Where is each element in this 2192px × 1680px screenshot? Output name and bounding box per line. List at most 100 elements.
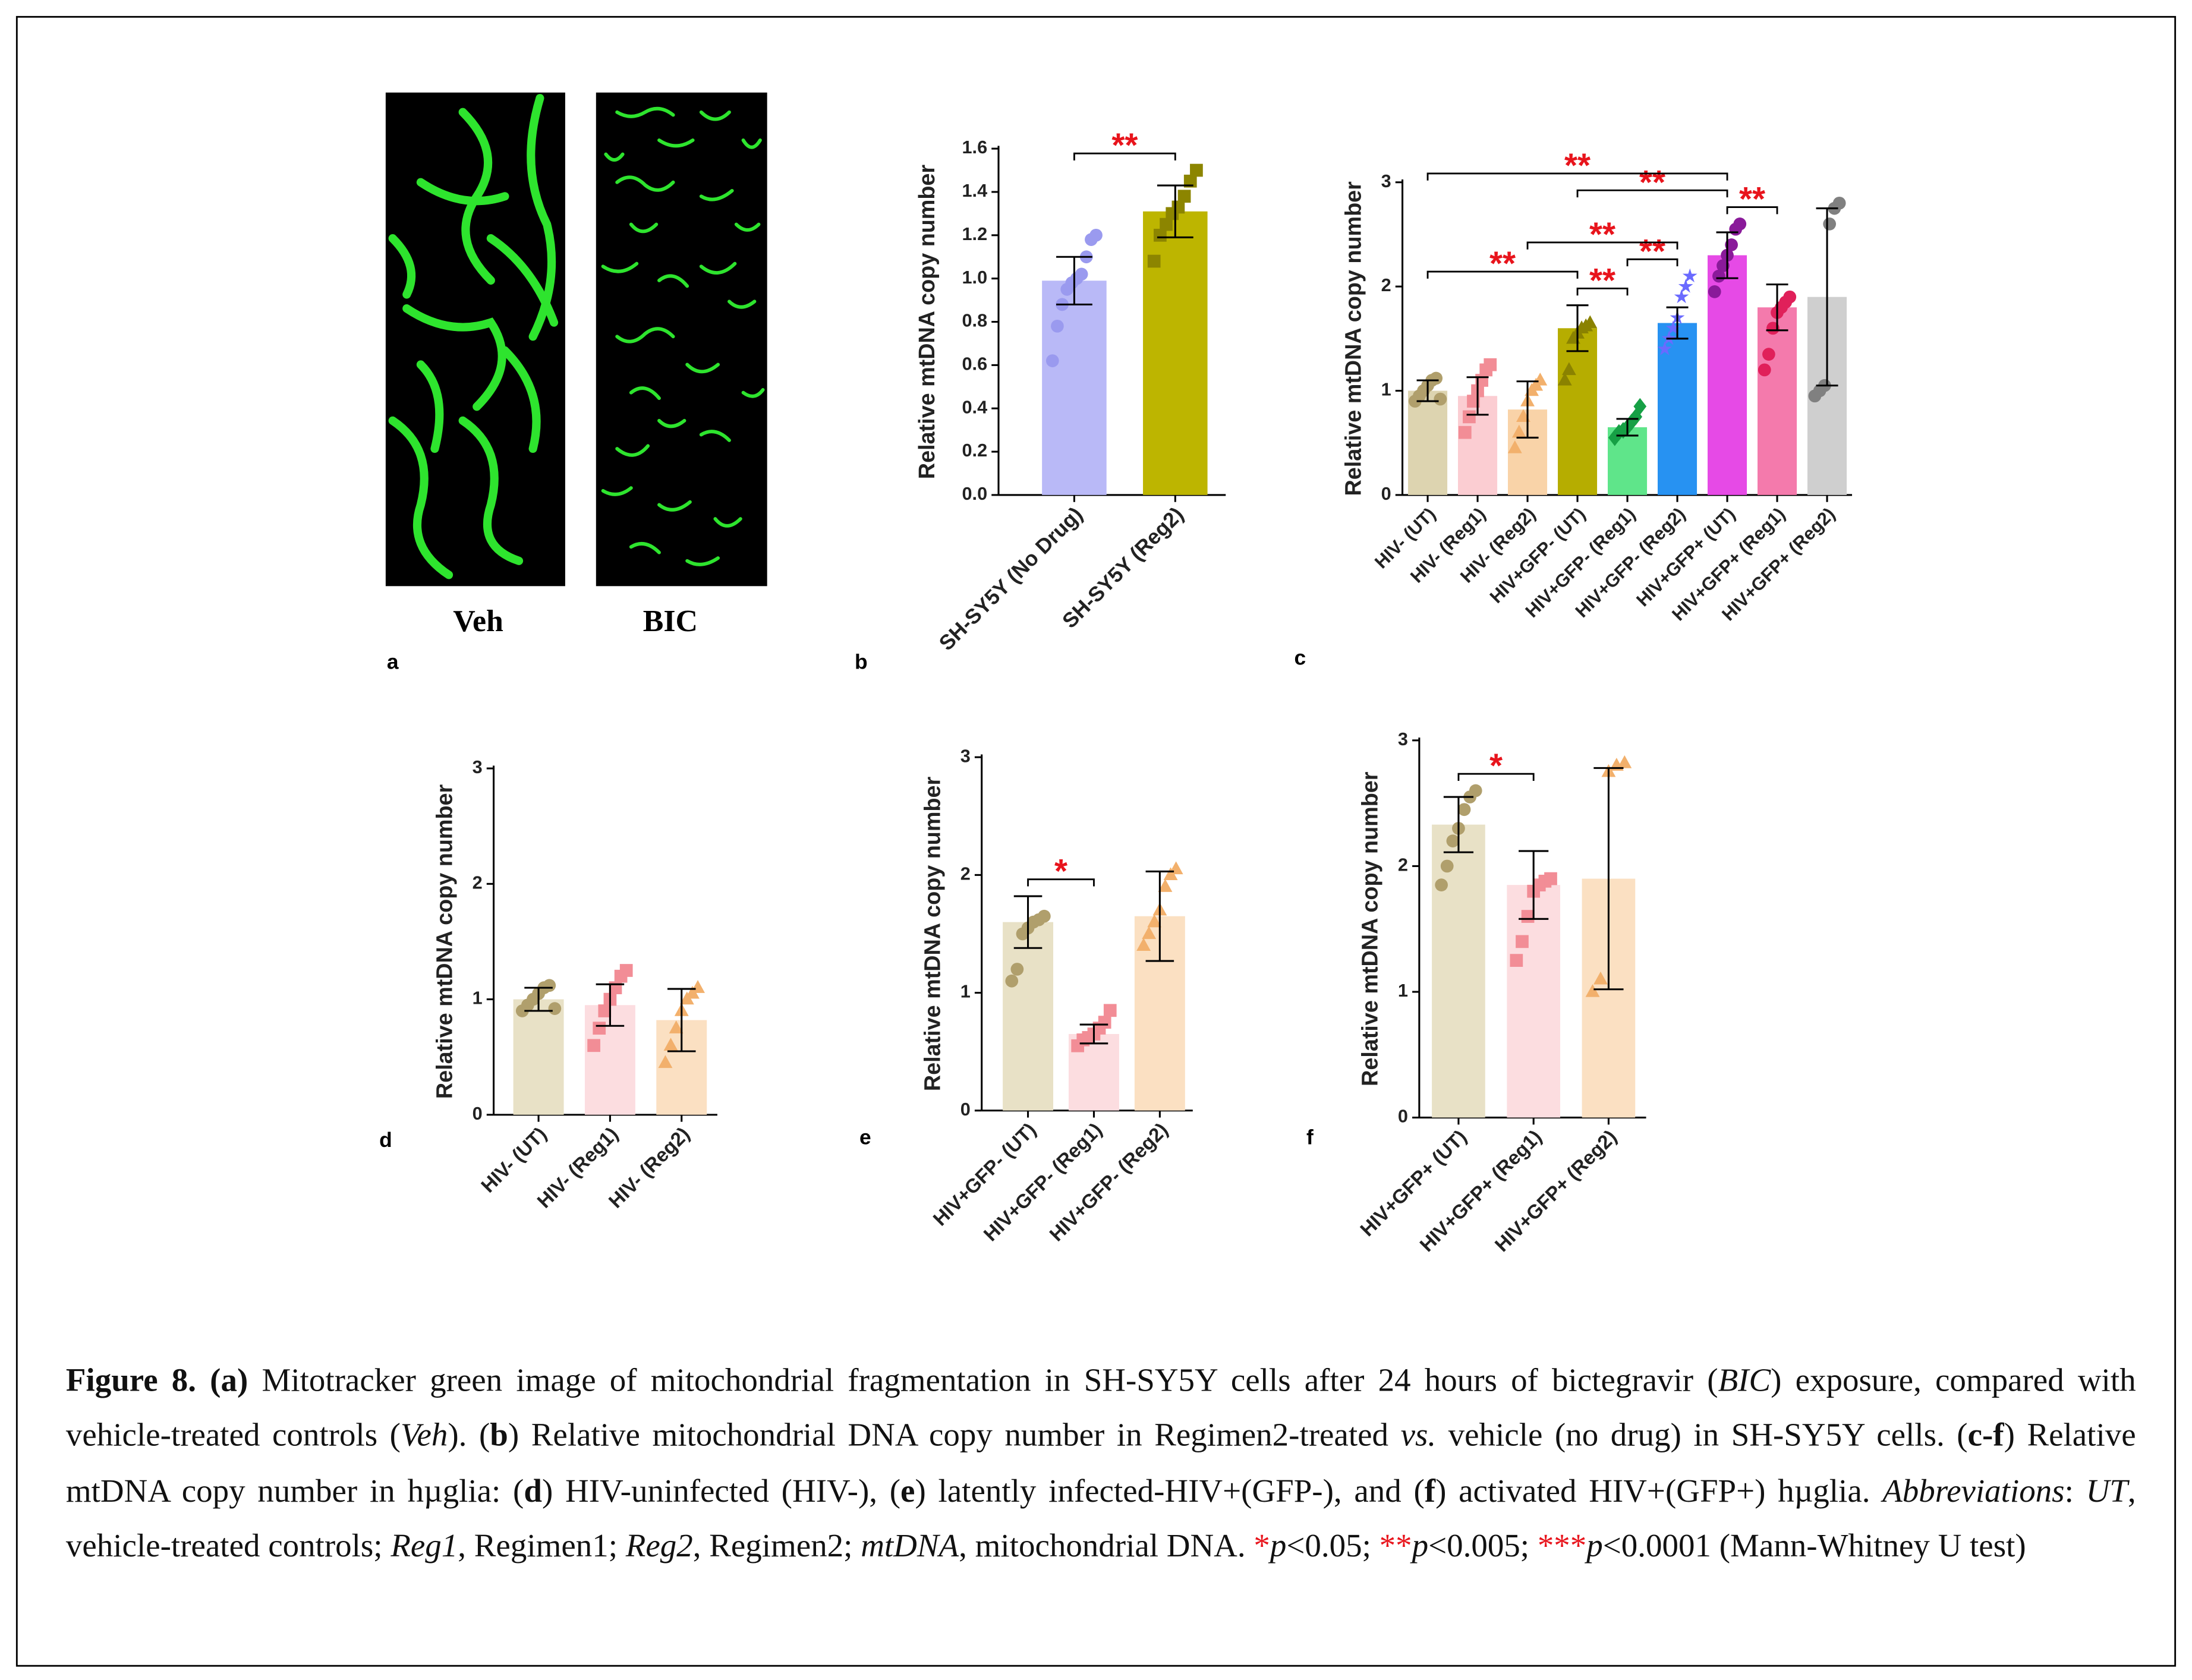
- data-point: [1183, 174, 1197, 188]
- data-point: [1190, 163, 1203, 177]
- caption-text: , Regimen2;: [692, 1528, 861, 1565]
- data-point: [1446, 834, 1460, 847]
- data-point: [598, 1004, 612, 1017]
- error-bar: [667, 988, 696, 1052]
- y-axis-title: Relative mtDNA copy number: [914, 165, 939, 480]
- caption-text: f: [1424, 1473, 1436, 1510]
- data-point: [1758, 363, 1771, 377]
- data-point: [1617, 422, 1630, 439]
- significance-label: **: [1111, 127, 1138, 164]
- caption-text: ). (: [448, 1418, 490, 1455]
- data-point: [1484, 358, 1497, 371]
- data-point: [1136, 938, 1151, 951]
- significance-label: **: [1739, 180, 1765, 218]
- error-bar: [1157, 184, 1193, 238]
- caption-text: Reg2: [625, 1528, 693, 1565]
- data-point: [1010, 963, 1024, 976]
- data-point: [1467, 395, 1480, 408]
- error-bar: [1079, 1023, 1108, 1045]
- error-bar: [1716, 231, 1739, 279]
- error-bar: [1766, 283, 1788, 332]
- data-point: [1507, 440, 1522, 453]
- y-tick-label: 2: [473, 872, 483, 893]
- bar: [1143, 211, 1208, 495]
- significance-bracket: [1526, 241, 1678, 250]
- caption-text: *: [1254, 1528, 1270, 1565]
- error-bar: [1013, 895, 1043, 949]
- y-tick-label: 0: [960, 1099, 971, 1120]
- y-tick-label: 2: [960, 863, 971, 884]
- caption-text: Mitotracker green image of mitochondrial…: [248, 1363, 1718, 1400]
- data-point: [1516, 935, 1529, 948]
- data-point: [1557, 372, 1572, 386]
- image-label: Veh: [453, 604, 503, 638]
- data-point: [1678, 279, 1693, 293]
- y-tick-label: 1: [960, 982, 971, 1002]
- data-point: [1435, 878, 1448, 892]
- data-point: [1098, 1016, 1111, 1029]
- y-tick-label: 0.0: [962, 484, 988, 504]
- figure-caption: Figure 8. (a) Mitotracker green image of…: [66, 1354, 2136, 1575]
- panel-label: f: [1306, 1126, 1314, 1149]
- error-bar: [1466, 376, 1489, 416]
- data-point: [1682, 268, 1697, 283]
- error-bar: [1416, 379, 1439, 402]
- significance-bracket: [1457, 773, 1535, 781]
- caption-text: :: [2064, 1473, 2086, 1510]
- data-point: [1674, 289, 1689, 304]
- data-point: [1147, 914, 1162, 928]
- data-point: [1585, 984, 1600, 997]
- bar-chart: 0 1 2 3 Relative mtDNA copy number HIV+GFP- (…: [919, 746, 1193, 1246]
- caption-text: Figure 8. (a): [65, 1363, 248, 1400]
- y-tick-label: 2: [1381, 275, 1391, 295]
- data-point: [1147, 254, 1161, 268]
- data-point: [1051, 319, 1064, 333]
- error-bar: [596, 983, 625, 1027]
- y-tick-label: 0.4: [962, 397, 988, 417]
- caption-text: d: [524, 1473, 542, 1510]
- caption-text: , mitochondrial DNA.: [959, 1528, 1254, 1565]
- y-axis-title: Relative mtDNA copy number: [919, 777, 944, 1092]
- significance-label: **: [1489, 245, 1516, 282]
- y-tick-label: 1: [1381, 380, 1391, 400]
- data-point: [548, 1002, 562, 1015]
- data-point: [1075, 267, 1088, 281]
- significance-bracket: [1726, 206, 1778, 215]
- caption-text: ) Relative mtDNA copy number in hµglia: …: [65, 1418, 2136, 1510]
- panel-label: d: [379, 1129, 392, 1152]
- caption-text: p: [1412, 1528, 1429, 1565]
- y-tick-label: 1.2: [962, 224, 988, 244]
- data-point: [1511, 424, 1526, 438]
- y-tick-label: 1: [473, 988, 483, 1008]
- error-bar: [1816, 207, 1838, 387]
- caption-text: <0.005;: [1428, 1528, 1538, 1565]
- significance-label: **: [1589, 215, 1615, 253]
- caption-text: p: [1586, 1528, 1603, 1565]
- caption-text: b: [490, 1418, 508, 1455]
- data-point: [1561, 362, 1576, 376]
- data-point: [1762, 348, 1775, 361]
- data-point: [1633, 398, 1647, 415]
- significance-label: **: [1564, 146, 1591, 184]
- data-point: [593, 1022, 606, 1035]
- y-tick-label: 1.0: [962, 267, 988, 288]
- y-tick-label: 1: [1398, 981, 1408, 1001]
- caption-text: mtDNA: [861, 1528, 959, 1565]
- panel-label: c: [1294, 646, 1306, 669]
- data-point: [1005, 974, 1019, 988]
- significance-bracket: [1576, 189, 1728, 198]
- error-bar: [1516, 380, 1539, 439]
- caption-text: ) Relative mitochondrial DNA copy number…: [508, 1418, 1401, 1455]
- significance-bracket: [1426, 270, 1579, 279]
- image-label: BIC: [643, 604, 698, 638]
- error-bar: [1519, 850, 1549, 920]
- data-point: [1608, 429, 1621, 446]
- data-point: [1457, 803, 1471, 817]
- significance-label: **: [1639, 232, 1665, 270]
- data-point: [1103, 1004, 1117, 1017]
- significance-label: *: [1054, 852, 1067, 890]
